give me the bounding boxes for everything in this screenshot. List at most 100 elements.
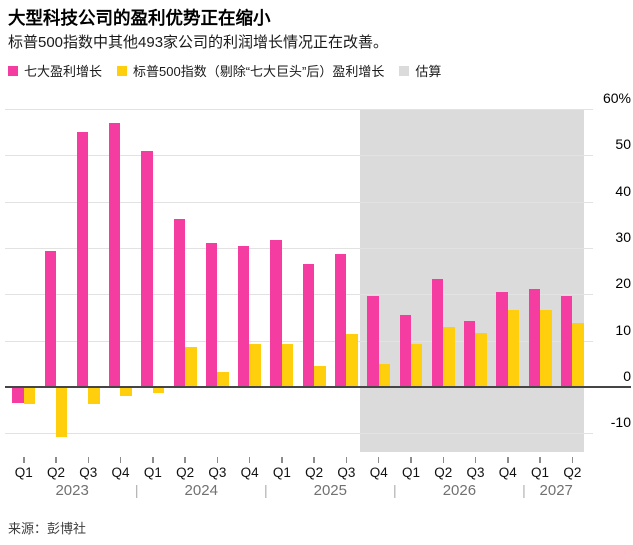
legend-item-estimate: 估算 (399, 61, 441, 80)
year-separator: | (522, 482, 526, 498)
plot-area (5, 109, 631, 452)
gridline-10 (5, 340, 593, 342)
y-axis-label-40: 40 (615, 182, 631, 199)
year-label-2024: 2024 (184, 482, 218, 499)
year-label-2025: 2025 (313, 482, 347, 499)
quarter-label-16: Q1 (531, 465, 550, 480)
source-note: 来源：彭博社 (8, 521, 87, 536)
bar-mag7-1 (44, 251, 56, 387)
x-tick-3 (119, 457, 122, 463)
gridline-40 (5, 201, 593, 203)
legend: 七大盈利增长 标普500指数（剔除“七大巨头”后）盈利增长 估算 (8, 61, 441, 80)
x-tick-1 (55, 457, 57, 463)
quarter-label-17: Q2 (563, 465, 582, 480)
quarter-label-1: Q2 (47, 465, 66, 480)
quarter-label-11: Q4 (369, 465, 388, 480)
quarter-label-4: Q1 (143, 465, 162, 480)
bar-mag7-11 (367, 296, 379, 387)
gridline-30 (5, 247, 593, 249)
gridline--10 (5, 433, 593, 435)
bar-mag7-3 (109, 122, 121, 387)
quarter-label-13: Q2 (434, 465, 453, 480)
year-separator: | (134, 482, 139, 498)
year-label-2027: 2027 (539, 482, 573, 499)
bar-sp493-9 (314, 366, 326, 387)
y-axis-label-10: 10 (615, 321, 631, 338)
bar-sp493-6 (217, 372, 229, 387)
chart-title: 大型科技公司的盈利优势正在缩小 (8, 8, 271, 28)
y-axis-label-50: 50 (615, 136, 631, 153)
x-tick-5 (184, 457, 186, 463)
x-tick-13 (442, 457, 444, 463)
y-axis-label-0: 0 (623, 367, 631, 384)
legend-swatch-mag7 (8, 65, 18, 76)
bar-sp493-1 (55, 386, 68, 437)
x-tick-8 (281, 457, 283, 463)
bar-sp493-12 (410, 343, 423, 387)
quarter-label-7: Q4 (240, 465, 259, 480)
x-tick-9 (313, 457, 315, 463)
bar-mag7-4 (141, 150, 153, 387)
quarter-label-10: Q3 (337, 465, 356, 480)
legend-item-sp493: 标普500指数（剔除“七大巨头”后）盈利增长 (117, 61, 384, 80)
zero-line (5, 386, 631, 389)
bar-mag7-16 (528, 289, 540, 387)
bar-mag7-12 (399, 315, 411, 387)
gridline-20 (5, 294, 593, 296)
year-separator: | (393, 482, 397, 498)
bar-sp493-15 (507, 310, 520, 387)
quarter-label-14: Q3 (466, 465, 485, 480)
bar-mag7-10 (335, 253, 347, 387)
y-axis-label-30: 30 (615, 228, 631, 245)
bar-sp493-8 (281, 344, 294, 387)
legend-label-sp493: 标普500指数（剔除“七大巨头”后）盈利增长 (133, 64, 385, 79)
bar-mag7-5 (173, 219, 185, 387)
bar-sp493-16 (539, 309, 552, 387)
bar-sp493-2 (88, 386, 100, 405)
bar-mag7-8 (270, 240, 282, 387)
legend-label-mag7: 七大盈利增长 (24, 64, 103, 79)
year-label-2023: 2023 (55, 482, 89, 499)
year-label-2026: 2026 (442, 482, 477, 499)
x-tick-14 (474, 457, 477, 463)
bar-sp493-13 (443, 326, 455, 387)
quarter-label-9: Q2 (305, 465, 324, 480)
quarter-label-8: Q1 (272, 465, 291, 480)
bar-sp493-17 (572, 323, 584, 387)
quarter-label-3: Q4 (111, 465, 130, 480)
quarter-label-15: Q4 (498, 465, 517, 480)
x-tick-7 (248, 457, 251, 463)
bar-sp493-3 (120, 386, 132, 396)
chart-subtitle: 标普500指数中其他493家公司的利润增长情况正在改善。 (8, 34, 389, 51)
bar-sp493-5 (184, 347, 197, 387)
x-tick-2 (87, 457, 90, 463)
estimate-region (360, 109, 585, 452)
quarter-label-6: Q3 (208, 465, 227, 480)
bar-mag7-2 (76, 132, 89, 387)
legend-swatch-sp493 (117, 65, 128, 76)
quarter-label-5: Q2 (176, 465, 195, 480)
legend-item-mag7: 七大盈利增长 (8, 61, 102, 80)
x-tick-12 (410, 457, 412, 463)
bar-mag7-7 (238, 245, 250, 387)
x-tick-10 (345, 457, 348, 463)
quarter-label-12: Q1 (401, 465, 420, 480)
bar-mag7-13 (431, 278, 444, 387)
bar-mag7-17 (560, 296, 573, 387)
gridline-60 (5, 109, 593, 110)
x-tick-4 (152, 457, 154, 463)
bar-mag7-0 (12, 386, 24, 404)
x-tick-17 (571, 457, 574, 463)
bar-sp493-7 (249, 344, 262, 387)
legend-label-estimate: 估算 (415, 64, 442, 79)
bar-mag7-14 (464, 320, 476, 387)
bar-mag7-9 (302, 264, 315, 387)
bar-mag7-15 (496, 291, 508, 387)
x-tick-0 (23, 457, 25, 463)
x-tick-15 (507, 457, 509, 463)
x-tick-11 (377, 457, 380, 463)
quarter-label-0: Q1 (14, 465, 33, 480)
x-tick-16 (539, 457, 541, 463)
bar-sp493-4 (152, 386, 165, 394)
